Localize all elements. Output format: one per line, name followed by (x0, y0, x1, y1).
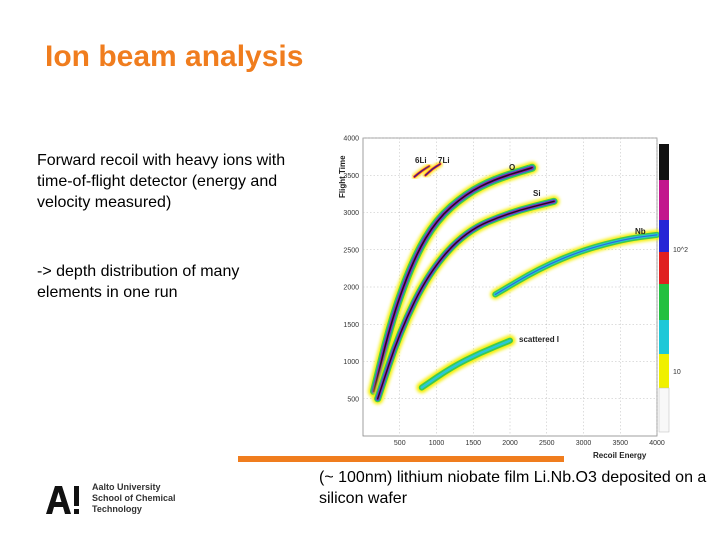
accent-bar (238, 456, 564, 462)
aalto-logo (46, 486, 79, 514)
colorbar: 10^2 10 (658, 144, 688, 433)
series-layer (368, 161, 662, 405)
logo-line-university: Aalto University (92, 482, 161, 492)
series-band (413, 165, 430, 178)
annotation-scattered-i: scattered I (519, 335, 559, 344)
tof-erda-chart: 500 1000 1500 2000 2500 3000 3500 4000 500 1000 1… (338, 136, 688, 461)
series-band (424, 163, 441, 176)
x-tick-label: 2500 (539, 440, 555, 447)
annotation-nb: Nb (635, 227, 646, 236)
y-tick-label: 1500 (343, 322, 359, 329)
x-tick-label: 3500 (612, 440, 628, 447)
logo-line-technology: Technology (92, 504, 142, 514)
slide-title: Ion beam analysis (45, 40, 304, 73)
annotation-7li: 7Li (438, 156, 450, 165)
logo-line-school: School of Chemical (92, 493, 176, 503)
logo-text: Aalto University School of Chemical Tech… (92, 482, 212, 515)
x-tick-label: 1000 (429, 440, 445, 447)
aalto-exclamation-icon (74, 486, 79, 506)
series-6li (411, 163, 432, 180)
series-o (368, 161, 539, 398)
y-tick-label: 2500 (343, 247, 359, 254)
series-si (372, 195, 560, 405)
y-tick-label: 3000 (343, 210, 359, 217)
series-band (377, 200, 555, 400)
y-tick-label: 3500 (343, 173, 359, 180)
y-tick-labels: 500 1000 1500 2000 2500 3000 3500 4000 (343, 136, 359, 404)
y-tick-label: 500 (347, 396, 359, 403)
annotation-si: Si (533, 189, 541, 198)
x-tick-label: 3000 (576, 440, 592, 447)
series-scattered-i (416, 335, 516, 394)
y-tick-label: 2000 (343, 285, 359, 292)
series-band (373, 167, 533, 393)
figure-caption: (~ 100nm) lithium niobate film Li.Nb.O3 … (319, 469, 707, 507)
text-block-method: Forward recoil with heavy ions with time… (37, 152, 286, 211)
y-tick-label: 4000 (343, 136, 359, 143)
annotation-o: O (509, 163, 515, 172)
x-tick-label: 4000 (649, 440, 665, 447)
y-tick-label: 1000 (343, 359, 359, 366)
series-7li (422, 161, 443, 178)
x-tick-label: 1500 (465, 440, 481, 447)
colorbar-label-100: 10^2 (673, 247, 688, 254)
x-tick-labels: 500 1000 1500 2000 2500 3000 3500 4000 (394, 440, 665, 447)
series-band (420, 339, 512, 389)
y-axis-label: Flight Time (338, 155, 347, 198)
x-tick-label: 500 (394, 440, 406, 447)
series-nb (490, 229, 662, 300)
annotation-6li: 6Li (415, 156, 427, 165)
x-axis-label: Recoil Energy (593, 451, 647, 460)
text-block-result: -> depth distribution of many elements i… (37, 263, 240, 301)
series-band (494, 234, 658, 296)
x-tick-label: 2000 (502, 440, 518, 447)
colorbar-label-10: 10 (673, 369, 681, 376)
